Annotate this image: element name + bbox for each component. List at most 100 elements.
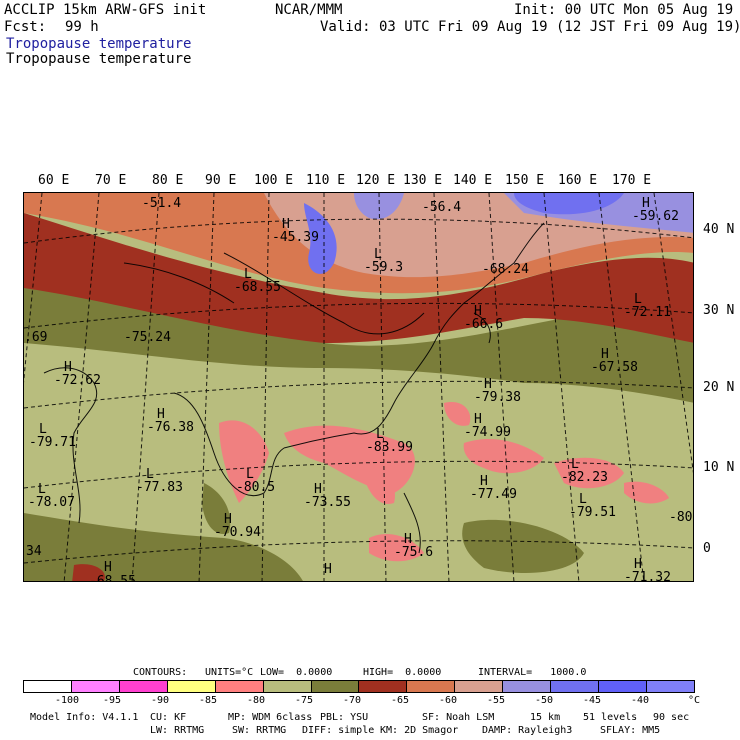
legend-swatch bbox=[71, 681, 120, 692]
latitude-label: 40 N bbox=[703, 222, 735, 237]
extremum-label: L -83.99 bbox=[366, 428, 413, 454]
extremum-label: H -73.55 bbox=[304, 483, 351, 509]
longitude-label: 170 E bbox=[612, 173, 652, 188]
legend-swatch bbox=[646, 681, 694, 692]
longitude-label: 90 E bbox=[205, 173, 237, 188]
extremum-value: -68.55 bbox=[89, 574, 136, 582]
forecast-hour: 99 h bbox=[65, 19, 99, 35]
extremum-value: -59.62 bbox=[632, 209, 679, 224]
extremum-label: L -82.23 bbox=[561, 458, 608, 484]
legend-tick-label: -40 bbox=[631, 695, 650, 706]
extremum-label: H -75.6 bbox=[394, 533, 433, 559]
latitude-label: 30 N bbox=[703, 303, 735, 318]
field-title: Tropopause temperature bbox=[6, 51, 192, 67]
contours-interval: INTERVAL= 1000.0 bbox=[478, 667, 587, 678]
legend-swatch bbox=[263, 681, 312, 692]
low-marker: L bbox=[246, 467, 254, 482]
legend-tick-label: -85 bbox=[199, 695, 218, 706]
legend-swatch bbox=[119, 681, 168, 692]
extremum-label: H -71.32 bbox=[624, 558, 671, 581]
footer-item: MP: WDM 6class bbox=[228, 712, 313, 723]
extremum-label: -56.4 bbox=[422, 201, 461, 214]
map-panel: -51.4 -56.4 H -59.62 H -45.39 L -59.3 -68.24 L -68… bbox=[23, 192, 694, 582]
footer-item: PBL: YSU bbox=[320, 712, 369, 723]
contours-units: UNITS=°C bbox=[205, 667, 254, 678]
legend-tick-label: -65 bbox=[391, 695, 410, 706]
legend-unit: °C bbox=[688, 695, 701, 706]
map-shading bbox=[24, 193, 693, 581]
extremum-label: H -66.6 bbox=[464, 305, 503, 331]
model-title: ACCLIP 15km ARW-GFS init bbox=[4, 2, 207, 18]
low-marker: L bbox=[376, 427, 384, 442]
high-marker: H bbox=[601, 347, 609, 362]
low-marker: L bbox=[579, 492, 587, 507]
extremum-label: L -77.83 bbox=[136, 468, 183, 494]
extremum-value: .69 bbox=[24, 330, 48, 345]
extremum-label: -80. bbox=[669, 511, 693, 524]
extremum-label: L -59.3 bbox=[364, 248, 403, 274]
extremum-value: 34 bbox=[26, 544, 42, 559]
legend-tick-label: -60 bbox=[439, 695, 458, 706]
footer-item: DAMP: Rayleigh3 bbox=[482, 725, 573, 736]
footer-item: CU: KF bbox=[150, 712, 187, 723]
extremum-value: -45.39 bbox=[272, 230, 319, 245]
longitude-label: 130 E bbox=[403, 173, 443, 188]
extremum-value: -66.6 bbox=[464, 317, 504, 332]
extremum-label: L -80.5 bbox=[236, 468, 275, 494]
legend-tick-label: -80 bbox=[247, 695, 266, 706]
contours-label: CONTOURS: bbox=[133, 667, 188, 678]
extremum-value: -72.62 bbox=[54, 373, 101, 388]
legend-tick-label: -50 bbox=[535, 695, 554, 706]
latitude-label: 0 bbox=[703, 541, 711, 556]
extremum-value: -78.07 bbox=[28, 495, 75, 510]
legend-tick-label: -75 bbox=[295, 695, 314, 706]
field-title-blue: Tropopause temperature bbox=[6, 36, 192, 52]
legend-swatch bbox=[167, 681, 216, 692]
init-time: Init: 00 UTC Mon 05 Aug 19 bbox=[514, 2, 734, 18]
legend-tick-label: -70 bbox=[343, 695, 362, 706]
high-marker: H bbox=[480, 474, 488, 489]
extremum-value: -75.24 bbox=[124, 330, 171, 345]
contours-low: LOW= 0.0000 bbox=[260, 667, 333, 678]
extremum-value: -79.71 bbox=[29, 435, 76, 450]
extremum-label: H -72.62 bbox=[54, 361, 101, 387]
extremum-value: -77.83 bbox=[136, 480, 183, 495]
legend-swatch bbox=[455, 681, 504, 692]
low-marker: L bbox=[634, 292, 642, 307]
high-marker: H bbox=[404, 532, 412, 547]
extremum-label: H -70.94 bbox=[214, 513, 261, 539]
latitude-label: 10 N bbox=[703, 460, 735, 475]
footer-item: 90 sec bbox=[653, 712, 690, 723]
extremum-value: -56.4 bbox=[422, 200, 462, 215]
legend-tick-label: -100 bbox=[55, 695, 80, 706]
extremum-label: -68.24 bbox=[482, 263, 529, 276]
contours-high: HIGH= 0.0000 bbox=[363, 667, 442, 678]
extremum-label: 34 bbox=[26, 545, 42, 558]
extremum-value: -72.11 bbox=[624, 305, 671, 320]
legend-swatch bbox=[407, 681, 456, 692]
high-marker: H bbox=[104, 560, 112, 575]
extremum-label: L -68.55 bbox=[234, 268, 281, 294]
legend-swatch bbox=[503, 681, 552, 692]
low-marker: L bbox=[244, 267, 252, 282]
extremum-value: -76.38 bbox=[147, 420, 194, 435]
footer-item: 51 levels bbox=[583, 712, 638, 723]
footer-item: SFLAY: MM5 bbox=[600, 725, 661, 736]
footer-item: SW: RRTMG bbox=[232, 725, 287, 736]
high-marker: H bbox=[324, 562, 332, 577]
legend-swatch bbox=[24, 681, 72, 692]
footer-item: SF: Noah LSM bbox=[422, 712, 495, 723]
legend-swatch bbox=[215, 681, 264, 692]
valid-time: Valid: 03 UTC Fri 09 Aug 19 (12 JST Fri … bbox=[320, 19, 740, 35]
extremum-value: -68.55 bbox=[234, 280, 281, 295]
extremum-label: L -79.71 bbox=[29, 423, 76, 449]
extremum-value: -80.5 bbox=[236, 480, 276, 495]
extremum-value: -79.51 bbox=[569, 505, 616, 520]
extremum-value: -75.6 bbox=[394, 545, 434, 560]
legend-tick-label: -95 bbox=[103, 695, 122, 706]
high-marker: H bbox=[642, 196, 650, 211]
forecast-label: Fcst: bbox=[4, 19, 47, 35]
high-marker: H bbox=[224, 512, 232, 527]
high-marker: H bbox=[474, 412, 482, 427]
extremum-label: H -77.49 bbox=[470, 475, 517, 501]
